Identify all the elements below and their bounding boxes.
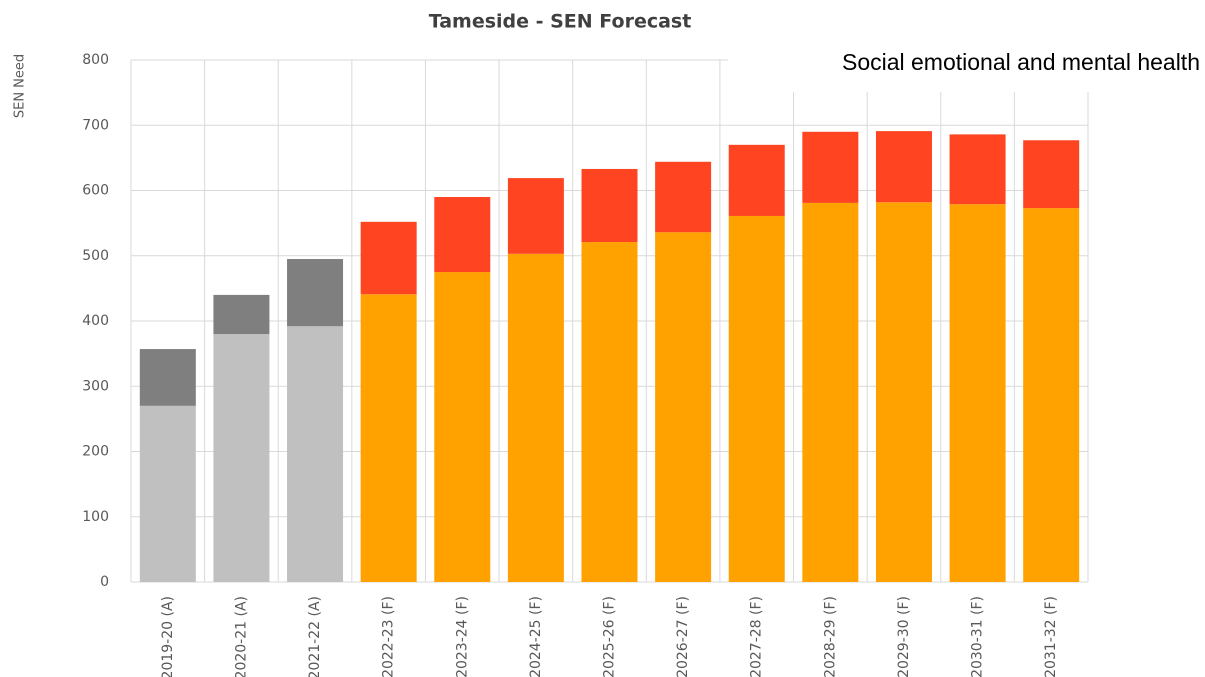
- x-tick-label: 2030-31 (F): [970, 596, 986, 677]
- y-tick-label: 800: [82, 52, 109, 68]
- x-tick-label: 2027-28 (F): [749, 596, 765, 677]
- x-tick-label: 2020-21 (A): [233, 596, 249, 677]
- x-tick-label: 2024-25 (F): [528, 596, 544, 677]
- bar-segment: [1023, 208, 1080, 582]
- bar-segment: [728, 144, 785, 216]
- bar-segment: [213, 294, 270, 335]
- bar-segment: [213, 334, 270, 582]
- bar-segment: [655, 161, 712, 233]
- y-tick-label: 100: [82, 509, 109, 525]
- x-tick-label: 2029-30 (F): [896, 596, 912, 677]
- bar-segment: [802, 131, 859, 203]
- bar-segment: [875, 202, 932, 582]
- y-tick-label: 300: [82, 378, 109, 394]
- bar-segment: [360, 221, 417, 295]
- bar-segment: [139, 349, 196, 406]
- bar-segment: [287, 326, 344, 582]
- y-tick-label: 700: [82, 117, 109, 133]
- y-tick-label: 500: [82, 248, 109, 264]
- bar-segment: [875, 131, 932, 203]
- bar-segment: [434, 197, 491, 273]
- y-tick-label: 400: [82, 313, 109, 329]
- x-tick-label: 2028-29 (F): [822, 596, 838, 677]
- bar-segment: [802, 202, 859, 582]
- y-axis-label: SEN Need: [13, 54, 28, 118]
- bar-segment: [507, 178, 564, 254]
- bar-segment: [728, 215, 785, 582]
- x-tick-label: 2022-23 (F): [381, 596, 397, 677]
- bar-segment: [949, 134, 1006, 205]
- bar-segment: [434, 272, 491, 582]
- y-tick-label: 600: [82, 183, 109, 199]
- bar-segment: [1023, 140, 1080, 209]
- bar-segment: [360, 294, 417, 582]
- chart-title: Tameside - SEN Forecast: [429, 11, 692, 33]
- x-tick-label: 2021-22 (A): [307, 596, 323, 677]
- x-tick-label: 2026-27 (F): [675, 596, 691, 677]
- bar-segment: [139, 405, 196, 582]
- bar-segment: [507, 253, 564, 583]
- bar-segment: [287, 259, 344, 327]
- x-tick-label: 2025-26 (F): [602, 596, 618, 677]
- bar-segment: [655, 232, 712, 582]
- bar-segment: [949, 204, 1006, 582]
- bar-segment: [581, 242, 638, 583]
- x-tick-label: 2019-20 (A): [160, 596, 176, 677]
- plot-area: 0 100 200 300 400 500 600 700 800 2019-20 (A) 2020…: [82, 52, 1089, 677]
- x-tick-label: 2023-24 (F): [454, 596, 470, 677]
- x-tick-label: 2031-32 (F): [1043, 596, 1059, 677]
- annotation: Social emotional and mental health: [842, 49, 1200, 75]
- annotation-box: [728, 42, 1205, 92]
- y-tick-label: 0: [100, 574, 109, 590]
- y-tick-label: 200: [82, 444, 109, 460]
- bar-segment: [581, 168, 638, 243]
